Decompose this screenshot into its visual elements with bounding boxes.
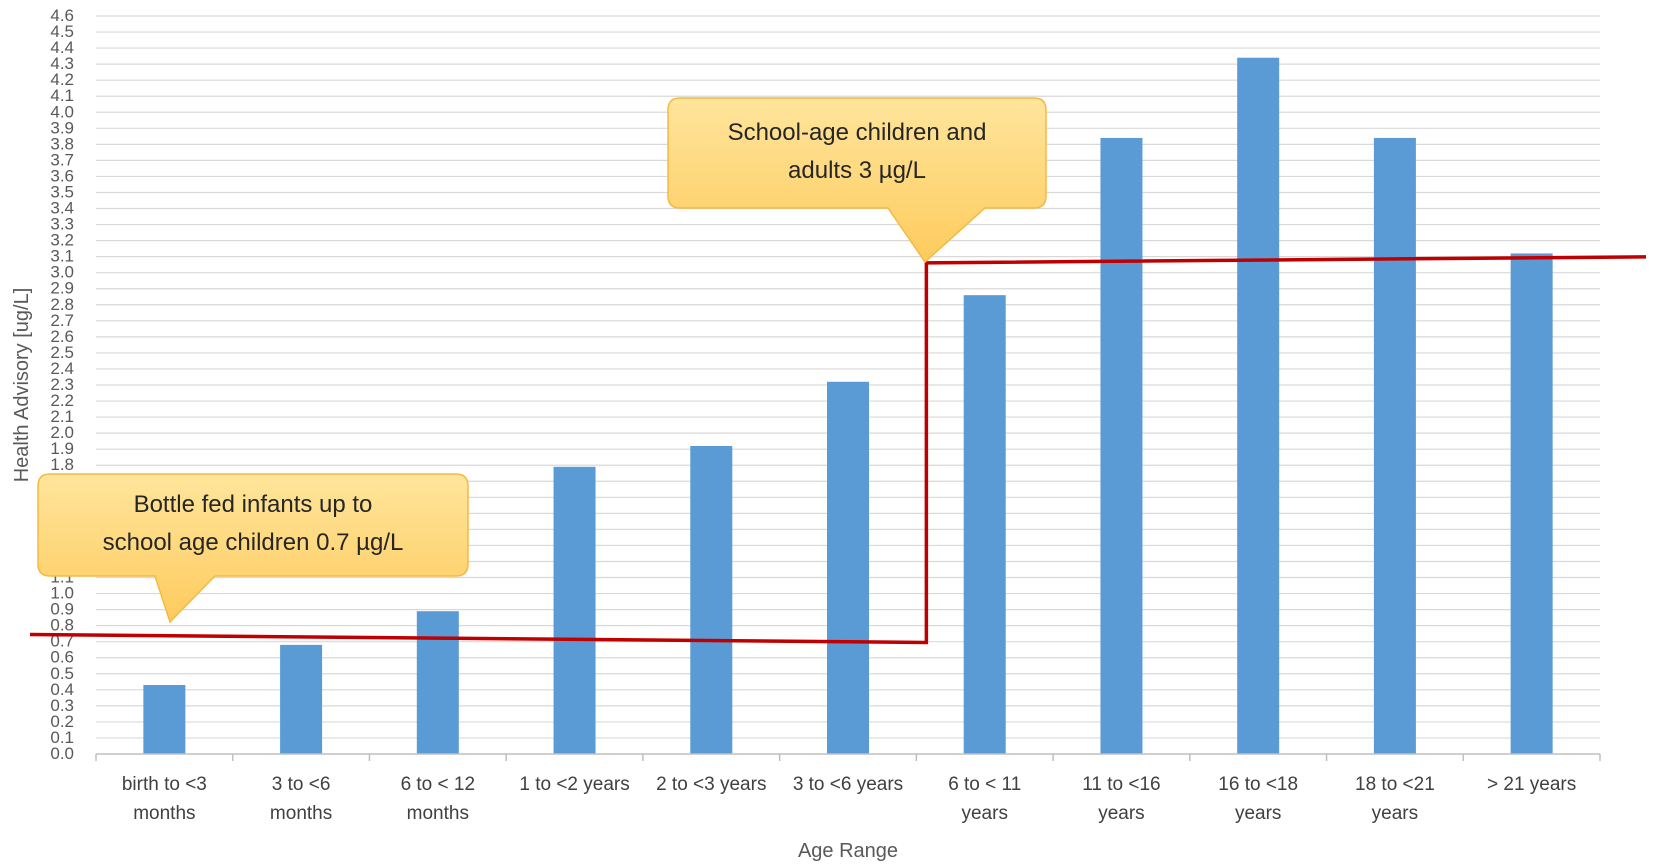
- bar: [1237, 57, 1280, 755]
- y-tick-label: 0.5: [50, 664, 74, 683]
- x-tick-label: years: [1235, 803, 1281, 824]
- y-tick-label: 0.9: [50, 600, 74, 619]
- y-tick-label: 2.6: [50, 327, 74, 346]
- y-tick-label: 4.2: [50, 70, 74, 89]
- y-tick-label: 0.0: [50, 744, 74, 763]
- y-tick-label: 3.6: [50, 166, 74, 185]
- y-tick-label: 3.7: [50, 150, 74, 169]
- callout-text: adults 3 µg/L: [788, 157, 926, 184]
- bar: [143, 685, 186, 754]
- y-tick-label: 2.2: [50, 391, 74, 410]
- x-tick-label: months: [407, 803, 469, 824]
- y-tick-label: 2.3: [50, 375, 74, 394]
- y-tick-label: 0.8: [50, 616, 74, 635]
- y-tick-label: 1.0: [50, 584, 74, 603]
- annotation-callout: School-age children and adults 3 µg/L: [667, 97, 1047, 264]
- y-tick-label: 0.2: [50, 712, 74, 731]
- callout-text: School-age children and: [728, 119, 987, 146]
- y-tick-label: 0.4: [50, 680, 74, 699]
- y-tick-label: 4.4: [50, 38, 74, 57]
- x-tick-label: birth to <3: [122, 774, 207, 795]
- x-axis-title: Age Range: [798, 840, 898, 862]
- y-tick-label: 2.4: [50, 359, 74, 378]
- x-tick-label: 3 to <6: [272, 774, 331, 795]
- bar: [827, 381, 869, 754]
- annotation-callout: Bottle fed infants up to school age child…: [37, 473, 469, 624]
- threshold-step-line: [29, 255, 1647, 645]
- x-axis: birth to <3 months 3 to <6 months 6 to < 12 m…: [95, 753, 1601, 824]
- bar: [690, 445, 733, 754]
- bar: [280, 644, 323, 754]
- y-tick-label: 4.5: [50, 22, 74, 41]
- bar: [963, 295, 1006, 754]
- y-tick-label: 3.2: [50, 231, 74, 250]
- x-tick-label: months: [270, 803, 332, 824]
- y-tick-label: 3.9: [50, 118, 74, 137]
- x-tick-label: months: [133, 803, 195, 824]
- y-tick-label: 0.6: [50, 648, 74, 667]
- y-tick-label: 3.8: [50, 134, 74, 153]
- y-tick-label: 3.5: [50, 182, 74, 201]
- y-tick-label: 3.1: [50, 247, 74, 266]
- bar: [1373, 137, 1416, 755]
- x-tick-label: 2 to <3 years: [656, 774, 766, 795]
- x-tick-label: 18 to <21: [1355, 774, 1435, 795]
- bar: [416, 611, 459, 754]
- bar: [553, 466, 596, 754]
- y-tick-label: 2.9: [50, 279, 74, 298]
- y-tick-label: 4.6: [50, 6, 74, 25]
- y-axis-title: Health Advisory [ug/L]: [11, 288, 33, 483]
- x-tick-label: > 21 years: [1487, 774, 1576, 795]
- bars: [143, 57, 1553, 755]
- y-tick-label: 3.4: [50, 199, 74, 218]
- callout-text: school age children 0.7 µg/L: [103, 529, 404, 556]
- callout-shape: [667, 97, 1047, 264]
- bar: [1100, 137, 1143, 755]
- callouts: Bottle fed infants up to school age child…: [37, 97, 1047, 624]
- x-tick-label: 1 to <2 years: [519, 774, 629, 795]
- y-tick-label: 0.3: [50, 696, 74, 715]
- threshold-line: [29, 255, 1647, 645]
- x-tick-label: years: [961, 803, 1007, 824]
- x-tick-label: 16 to <18: [1218, 774, 1298, 795]
- y-tick-label: 4.3: [50, 54, 74, 73]
- y-tick-label: 1.9: [50, 439, 74, 458]
- y-tick-label: 3.0: [50, 263, 74, 282]
- x-tick-label: 3 to <6 years: [793, 774, 903, 795]
- x-tick-label: 11 to <16: [1082, 774, 1160, 795]
- y-tick-label: 2.8: [50, 295, 74, 314]
- y-axis-ticks: 0.00.10.20.30.40.50.60.70.80.91.01.11.21…: [50, 6, 74, 763]
- x-tick-label: 6 to < 12: [401, 774, 475, 795]
- y-tick-label: 4.1: [50, 86, 74, 105]
- callout-shape: [37, 473, 469, 624]
- y-tick-label: 2.0: [50, 423, 74, 442]
- x-tick-label: 6 to < 11: [948, 774, 1021, 795]
- bar: [1510, 253, 1553, 754]
- y-tick-label: 2.1: [50, 407, 74, 426]
- x-tick-label: years: [1372, 803, 1418, 824]
- y-tick-label: 1.8: [50, 455, 74, 474]
- y-tick-label: 4.0: [50, 102, 74, 121]
- y-tick-label: 2.7: [50, 311, 74, 330]
- y-tick-label: 0.1: [50, 728, 74, 747]
- callout-text: Bottle fed infants up to: [134, 491, 373, 518]
- y-tick-label: 2.5: [50, 343, 74, 362]
- y-tick-label: 3.3: [50, 215, 74, 234]
- x-tick-label: years: [1098, 803, 1144, 824]
